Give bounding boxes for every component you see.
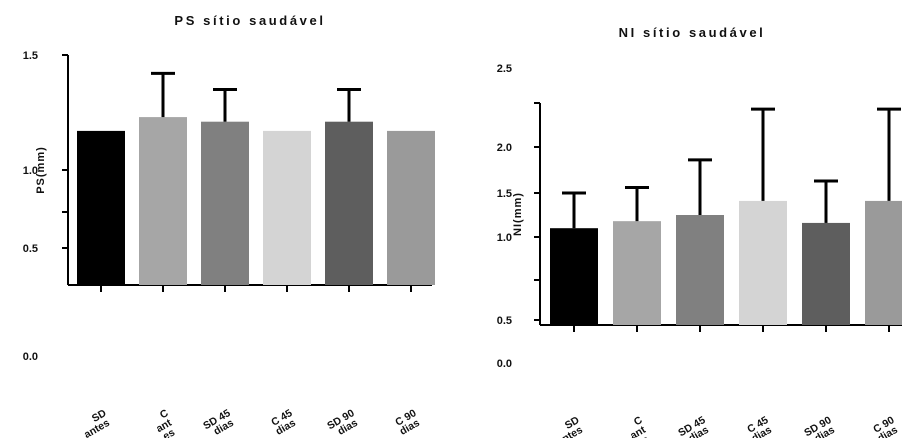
x-category-label: SDantes xyxy=(77,407,114,438)
x-category-label: C 90dias xyxy=(393,407,424,438)
x-category-label: SDantes xyxy=(550,414,587,438)
y-axis-label: NI(mm) xyxy=(512,192,524,236)
bar xyxy=(613,221,661,325)
x-category-label-line: es xyxy=(161,426,177,438)
y-tick-label: 0.0 xyxy=(497,358,512,370)
x-category-label-line: es xyxy=(635,433,651,438)
x-category-label: Cantes xyxy=(149,407,181,438)
bar xyxy=(325,121,373,285)
chart-title: PS sítio saudável xyxy=(174,13,325,28)
x-category-label: C 90dias xyxy=(871,414,902,438)
y-tick-label: 0.0 xyxy=(23,351,38,363)
y-axis-label: PS(mm) xyxy=(35,146,47,194)
chart-panel-2: NI sítio saudável NI(mm) 2.5 2.0 1.5 1.0 0.5 0.… xyxy=(497,25,902,438)
x-category-label: C 45dias xyxy=(269,407,300,438)
x-category-label: C 45dias xyxy=(745,414,776,438)
bar xyxy=(802,222,850,325)
y-tick-label: 2.0 xyxy=(497,142,512,154)
x-category-label: Cantes xyxy=(623,414,655,438)
y-tick-label: 1.0 xyxy=(497,232,512,244)
bar xyxy=(676,215,724,325)
y-tick-label: 1.0 xyxy=(23,165,38,177)
x-category-label: SD 45dias xyxy=(201,407,237,438)
bar xyxy=(139,117,187,285)
bar xyxy=(77,130,125,285)
bar xyxy=(739,200,787,325)
bar xyxy=(865,200,902,325)
x-category-label: SD 90dias xyxy=(802,414,838,438)
chart-panel-1: PS sítio saudável PS(mm) 1.5 1.0 0.5 0.0 SDant… xyxy=(23,13,435,438)
y-tick-label: 2.5 xyxy=(497,63,512,75)
y-tick-label: 1.5 xyxy=(23,50,38,62)
bar xyxy=(201,121,249,285)
chart-title: NI sítio saudável xyxy=(619,25,766,40)
x-category-label: SD 90dias xyxy=(325,407,361,438)
y-tick-label: 0.5 xyxy=(497,315,512,327)
bar xyxy=(263,130,311,285)
x-category-label: SD 45dias xyxy=(676,414,712,438)
y-tick-label: 0.5 xyxy=(23,243,38,255)
y-tick-label: 1.5 xyxy=(497,188,512,200)
bar xyxy=(550,228,598,325)
bar xyxy=(387,130,435,285)
